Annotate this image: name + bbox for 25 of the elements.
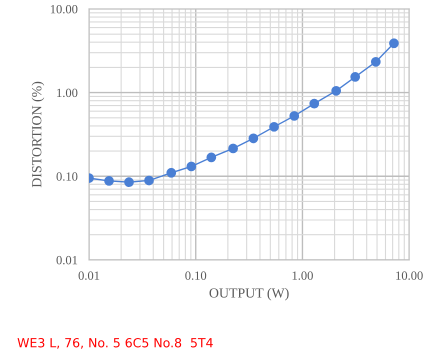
y-tick-label: 0.01: [56, 256, 78, 264]
point: [144, 176, 154, 186]
point: [289, 111, 300, 121]
point: [206, 152, 216, 162]
point: [124, 177, 134, 188]
point: [370, 57, 381, 67]
y-tick-label: 1.00: [57, 88, 78, 98]
point: [350, 72, 360, 82]
y-tick-label: 10.00: [50, 4, 78, 14]
x-axis-title: OUTPUT (W): [209, 288, 289, 301]
x-tick-label: 0.01: [78, 271, 100, 280]
y-tick-label: 0.10: [56, 172, 78, 181]
x-tick-label: 0.10: [185, 271, 206, 280]
point: [248, 133, 258, 144]
point: [166, 168, 176, 178]
point: [104, 176, 114, 186]
point: [331, 86, 342, 96]
y-axis-title: DISTORTION (%): [32, 82, 44, 188]
point: [228, 144, 238, 154]
point: [309, 98, 320, 108]
point: [269, 122, 279, 132]
point: [186, 162, 196, 172]
text: WE3 L, 76, No. 5 6C5 No.8 5T4: [18, 338, 213, 349]
x-tick-label: 1.00: [292, 271, 313, 280]
x-tick-label: 10.00: [396, 271, 423, 280]
